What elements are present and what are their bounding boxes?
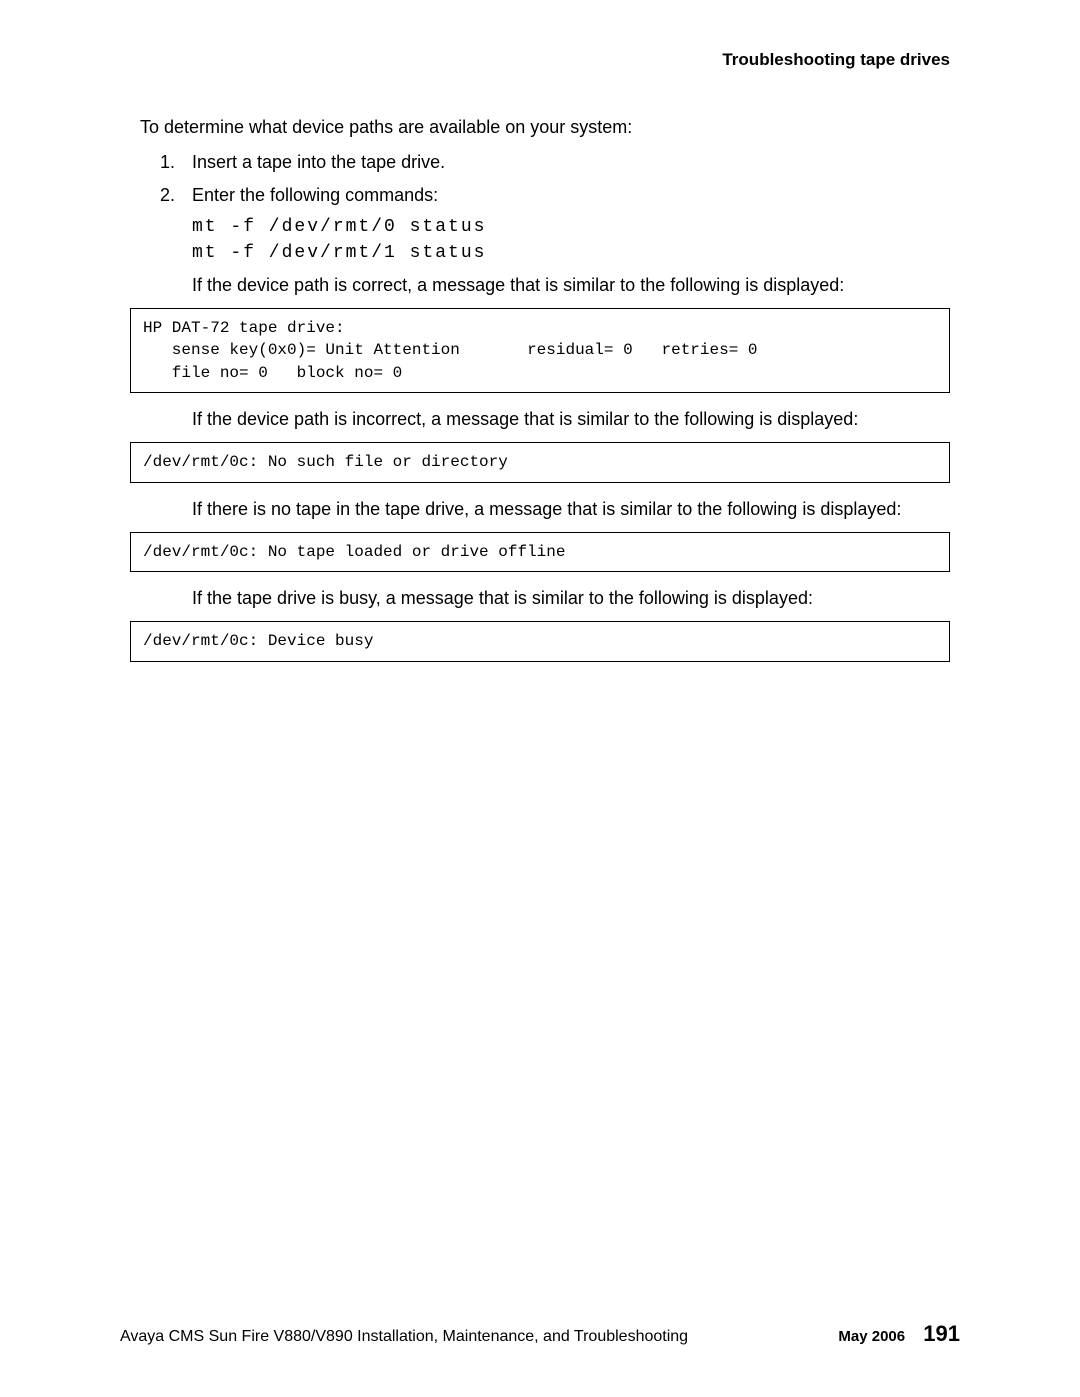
continuation-4: If the tape drive is busy, a message tha… [192, 586, 960, 611]
step-1: Insert a tape into the tape drive. [180, 150, 960, 175]
continuation-1: If the device path is correct, a message… [192, 273, 960, 298]
page-footer: Avaya CMS Sun Fire V880/V890 Installatio… [120, 1321, 960, 1347]
page-header: Troubleshooting tape drives [120, 50, 960, 70]
page-number: 191 [923, 1321, 960, 1346]
intro-text: To determine what device paths are avail… [140, 115, 960, 140]
command-line-1: mt -f /dev/rmt/0 status [192, 217, 960, 237]
output-incorrect-path: /dev/rmt/0c: No such file or directory [130, 442, 950, 482]
footer-title: Avaya CMS Sun Fire V880/V890 Installatio… [120, 1328, 688, 1346]
output-correct-path: HP DAT-72 tape drive: sense key(0x0)= Un… [130, 308, 950, 393]
continuation-3: If there is no tape in the tape drive, a… [192, 497, 960, 522]
output-no-tape: /dev/rmt/0c: No tape loaded or drive off… [130, 532, 950, 572]
continuation-2: If the device path is incorrect, a messa… [192, 407, 960, 432]
output-device-busy: /dev/rmt/0c: Device busy [130, 621, 950, 661]
footer-date: May 2006 [838, 1328, 905, 1345]
footer-right: May 2006 191 [838, 1321, 960, 1347]
command-line-2: mt -f /dev/rmt/1 status [192, 243, 960, 263]
step-2: Enter the following commands: [180, 183, 960, 208]
